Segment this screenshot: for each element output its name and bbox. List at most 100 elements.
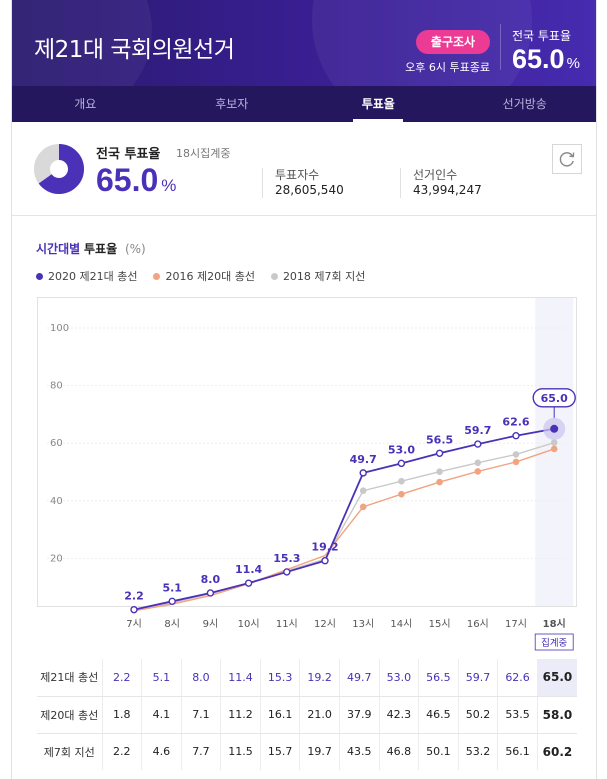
y-tick-label: 20	[50, 553, 63, 564]
row-label: 제20대 총선	[37, 696, 102, 734]
x-tick-label: 18시	[543, 618, 566, 630]
header-divider	[500, 24, 501, 70]
x-tick-label: 14시	[390, 618, 412, 630]
table-cell: 53.2	[457, 733, 498, 770]
data-label: 2.2	[124, 590, 144, 603]
summary-turnout-value: 65.0%	[96, 162, 177, 198]
table-cell: 49.7	[338, 659, 380, 697]
data-point	[398, 490, 405, 498]
x-tick-label: 7시	[126, 618, 142, 630]
data-label: 62.6	[502, 416, 529, 429]
x-tick-label: 11시	[276, 618, 298, 630]
voters-value: 28,605,540	[275, 183, 344, 197]
table-cell: 21.0	[299, 696, 340, 734]
legend-item-2016[interactable]: 2016 제20대 총선	[153, 268, 255, 284]
table-cell: 19.2	[299, 659, 340, 697]
table-row: 제7회 지선 2.2 4.6 7.7 11.5 15.7 19.7 43.5 46.8 50.1 5…	[37, 733, 577, 770]
tab-overview[interactable]: 개요	[74, 97, 97, 111]
national-turnout-label: 전국 투표율	[512, 29, 572, 43]
data-point	[550, 439, 558, 446]
data-point	[130, 605, 138, 614]
legend-item-2018[interactable]: 2018 제7회 지선	[270, 268, 365, 284]
data-point	[283, 568, 291, 576]
table-cell: 2.2	[101, 733, 142, 770]
turnout-table: 제21대 총선 2.2 5.1 8.0 11.4 15.3 19.2 49.7 53.0 56.5…	[37, 659, 577, 770]
data-point	[398, 477, 405, 485]
table-cell: 1.8	[101, 696, 142, 734]
row-label: 제21대 총선	[37, 659, 102, 697]
data-point	[359, 487, 367, 495]
table-cell: 19.7	[299, 733, 340, 770]
data-label: 19.2	[311, 541, 338, 554]
x-tick-label: 13시	[352, 618, 374, 630]
header: 제21대 국회의원선거 출구조사 오후 6시 투표종료 전국 투표율 65.0%	[12, 0, 596, 86]
row-label: 제7회 지선	[43, 745, 95, 759]
table-cell: 43.5	[338, 733, 380, 770]
table-cell: 46.5	[418, 696, 459, 734]
current-point	[550, 424, 559, 433]
table-cell: 58.0	[536, 696, 577, 734]
turnout-line-chart: 100 80 60 40 20 7시 8시 9시 10시 11시 12시 13시 14시 15시 16시 17…	[37, 297, 577, 651]
x-tick-label: 15시	[429, 618, 451, 630]
chart-legend: 2020 제21대 총선 2016 제20대 총선 2018 제7회 지선	[36, 268, 365, 284]
data-point	[397, 459, 406, 468]
data-point	[359, 503, 367, 511]
turnout-donut-fill	[34, 144, 84, 194]
x-tick-label: 10시	[238, 618, 260, 630]
chart-title: 시간대별 투표율 (%)	[36, 242, 146, 256]
legend-dot	[36, 272, 43, 280]
data-point	[512, 432, 520, 440]
y-tick-label: 100	[50, 323, 69, 334]
table-cell: 4.1	[141, 696, 182, 734]
divider	[400, 168, 401, 198]
tab-candidates[interactable]: 후보자	[215, 97, 249, 111]
counting-badge-label: 집계중	[541, 637, 567, 649]
table-cell: 46.8	[378, 733, 419, 770]
data-point	[436, 478, 443, 486]
y-tick-label: 60	[50, 438, 63, 449]
data-label: 49.7	[350, 453, 377, 466]
legend-item-2020[interactable]: 2020 제21대 총선	[36, 268, 137, 284]
data-point	[244, 579, 253, 587]
table-cell: 15.7	[259, 733, 300, 770]
electors-label: 선거인수	[413, 168, 458, 182]
refresh-button[interactable]	[552, 144, 582, 174]
data-point	[474, 459, 482, 467]
x-tick-label: 17시	[505, 618, 527, 630]
tab-broadcast[interactable]: 선거방송	[502, 97, 547, 111]
data-label: 56.5	[426, 433, 453, 446]
refresh-icon	[559, 152, 575, 167]
x-tick-label: 8시	[164, 618, 180, 630]
x-tick-label: 16시	[467, 618, 489, 630]
data-label: 53.0	[388, 443, 415, 456]
series-line	[133, 441, 555, 611]
voting-close-note: 오후 6시 투표종료	[405, 61, 490, 74]
electors-value: 43,994,247	[413, 183, 482, 197]
table-cell: 11.4	[220, 659, 261, 697]
table-cell: 11.2	[220, 696, 261, 734]
table-cell: 15.3	[259, 659, 300, 697]
table-cell: 2.2	[101, 659, 142, 697]
table-cell: 53.0	[378, 659, 419, 697]
summary-label: 전국 투표율	[96, 147, 161, 162]
data-point	[321, 557, 329, 565]
table-cell: 5.1	[141, 659, 182, 697]
table-cell: 65.0	[536, 659, 577, 697]
y-tick-label: 40	[50, 496, 63, 507]
election-widget: 제21대 국회의원선거 출구조사 오후 6시 투표종료 전국 투표율 65.0%…	[11, 0, 597, 779]
data-point	[168, 597, 176, 606]
tab-turnout[interactable]: 투표율	[305, 86, 452, 122]
page-title: 제21대 국회의원선거	[34, 37, 235, 63]
data-point	[474, 468, 482, 475]
table-row: 제21대 총선 2.2 5.1 8.0 11.4 15.3 19.2 49.7 53.0 56.5…	[37, 659, 577, 697]
data-point	[436, 468, 443, 476]
data-label: 15.3	[273, 552, 300, 565]
divider	[262, 168, 263, 198]
tab-bar: 개요 후보자 투표율 선거방송	[12, 86, 596, 122]
data-point	[359, 469, 367, 477]
table-cell: 16.1	[259, 696, 300, 734]
x-tick-label: 12시	[314, 618, 336, 630]
table-cell: 62.6	[497, 659, 538, 697]
exit-poll-button[interactable]: 출구조사	[416, 30, 490, 54]
table-cell: 50.1	[418, 733, 459, 770]
